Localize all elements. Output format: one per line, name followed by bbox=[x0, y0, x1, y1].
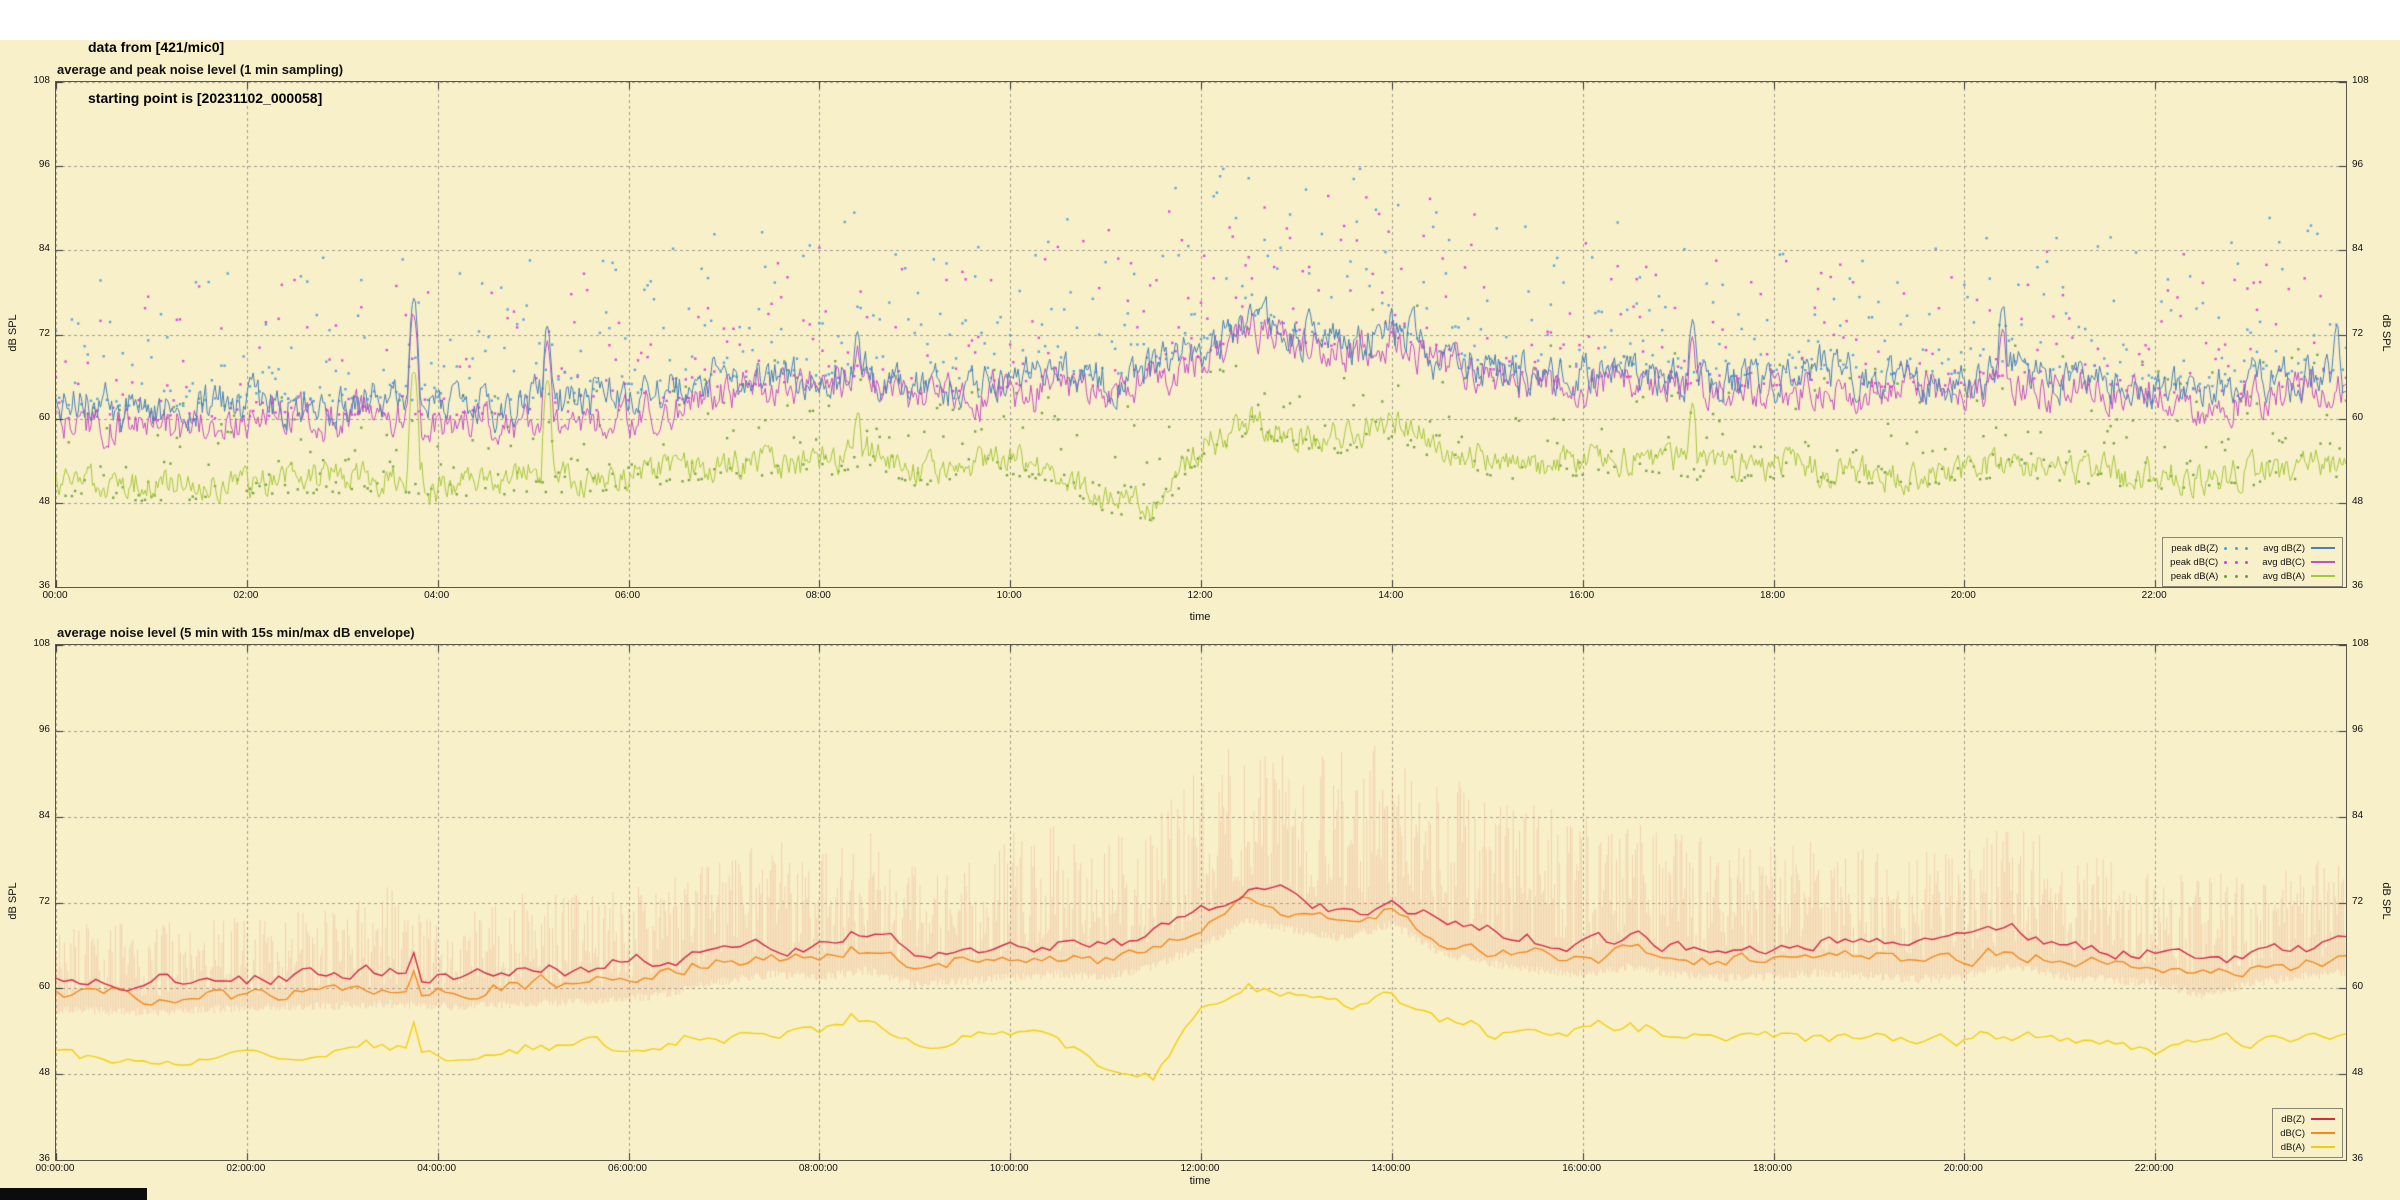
legend-entry: peak dB(C) bbox=[2170, 556, 2249, 568]
legend-line-marker bbox=[2311, 1146, 2335, 1148]
y-tick-label-right: 96 bbox=[2352, 723, 2364, 735]
x-tick-label: 06:00 bbox=[614, 590, 641, 601]
bottom-chart-canvas bbox=[56, 645, 2346, 1160]
y-tick-label-left: 108 bbox=[33, 638, 50, 649]
legend-entry: avg dB(C) bbox=[2262, 556, 2335, 568]
top-chart-canvas bbox=[56, 82, 2346, 587]
header-data-source: data from [421/mic0] bbox=[88, 39, 225, 55]
top-x-axis-label: time bbox=[1189, 611, 1211, 623]
y-tick-label-left: 72 bbox=[38, 895, 50, 907]
status-bar bbox=[0, 1188, 147, 1200]
y-tick-label-right: 60 bbox=[2352, 411, 2364, 423]
x-tick-label: 14:00 bbox=[1378, 590, 1404, 601]
y-tick-label-left: 48 bbox=[38, 495, 50, 507]
legend-label: avg dB(Z) bbox=[2263, 542, 2305, 554]
x-tick-label: 02:00:00 bbox=[226, 1163, 266, 1174]
y-tick-label-right: 72 bbox=[2352, 327, 2364, 339]
x-tick-label: 00:00:00 bbox=[35, 1163, 75, 1174]
top-chart-legend: peak dB(Z) peak dB(C) peak dB(A) avg dB(Z) a… bbox=[2162, 537, 2343, 587]
y-tick-label-left: 108 bbox=[33, 75, 50, 86]
y-tick-label-right: 48 bbox=[2352, 495, 2364, 507]
y-tick-label-right: 36 bbox=[2352, 580, 2364, 591]
y-tick-label-right: 72 bbox=[2352, 895, 2364, 907]
x-tick-label: 04:00 bbox=[424, 590, 450, 601]
legend-label: peak dB(A) bbox=[2170, 570, 2219, 582]
y-tick-label-right: 108 bbox=[2352, 75, 2369, 86]
legend-label: peak dB(C) bbox=[2170, 556, 2219, 568]
y-tick-label-right: 36 bbox=[2352, 1153, 2364, 1164]
x-tick-label: 16:00:00 bbox=[1562, 1163, 1602, 1174]
legend-column: peak dB(Z) peak dB(C) peak dB(A) bbox=[2170, 542, 2249, 582]
y-tick-label-left: 96 bbox=[38, 159, 50, 171]
x-tick-label: 12:00 bbox=[1187, 590, 1213, 601]
y-tick-label-left: 96 bbox=[38, 723, 50, 735]
legend-line-marker bbox=[2311, 1132, 2335, 1134]
x-tick-label: 14:00:00 bbox=[1371, 1163, 1411, 1174]
y-tick-label-right: 60 bbox=[2352, 981, 2364, 993]
legend-label: dB(A) bbox=[2280, 1141, 2305, 1153]
x-tick-label: 22:00:00 bbox=[2134, 1163, 2174, 1174]
y-tick-label-left: 60 bbox=[38, 411, 50, 423]
x-tick-label: 08:00:00 bbox=[798, 1163, 838, 1174]
legend-entry: dB(A) bbox=[2280, 1141, 2335, 1153]
legend-label: dB(Z) bbox=[2281, 1113, 2305, 1125]
bottom-chart-legend: dB(Z) dB(C) dB(A) bbox=[2272, 1108, 2343, 1158]
x-tick-label: 02:00 bbox=[233, 590, 259, 601]
bottom-chart-title: average noise level (5 min with 15s min/… bbox=[57, 625, 415, 640]
y-tick-label-right: 84 bbox=[2352, 243, 2364, 255]
legend-line-marker bbox=[2311, 561, 2335, 563]
x-tick-label: 12:00:00 bbox=[1180, 1163, 1220, 1174]
legend-entry: peak dB(A) bbox=[2170, 570, 2249, 582]
y-tick-label-right: 48 bbox=[2352, 1067, 2364, 1079]
bottom-y-axis-label-left: dB SPL bbox=[7, 882, 19, 920]
x-tick-label: 22:00 bbox=[2141, 590, 2167, 601]
y-tick-label-left: 60 bbox=[38, 981, 50, 993]
x-tick-label: 08:00 bbox=[805, 590, 831, 601]
y-tick-label-right: 108 bbox=[2352, 638, 2369, 649]
legend-point-marker bbox=[2224, 574, 2249, 578]
x-tick-label: 10:00 bbox=[996, 590, 1022, 601]
top-y-axis-label-left: dB SPL bbox=[7, 314, 19, 352]
y-tick-label-right: 96 bbox=[2352, 159, 2364, 171]
legend-line-marker bbox=[2311, 575, 2335, 577]
x-tick-label: 04:00:00 bbox=[417, 1163, 457, 1174]
y-tick-label-left: 36 bbox=[38, 580, 50, 591]
top-chart-title: average and peak noise level (1 min samp… bbox=[57, 62, 344, 77]
legend-column: avg dB(Z) avg dB(C) avg dB(A) bbox=[2262, 542, 2335, 582]
x-tick-label: 18:00:00 bbox=[1753, 1163, 1792, 1174]
x-tick-label: 00:00 bbox=[42, 590, 68, 601]
y-tick-label-left: 84 bbox=[38, 809, 50, 821]
legend-entry: avg dB(A) bbox=[2262, 570, 2335, 582]
top-plot-area bbox=[55, 81, 2347, 588]
x-tick-label: 16:00 bbox=[1569, 590, 1595, 601]
legend-entry: dB(Z) bbox=[2280, 1113, 2335, 1125]
legend-point-marker bbox=[2224, 560, 2249, 564]
legend-entry: dB(C) bbox=[2280, 1127, 2335, 1139]
legend-line-marker bbox=[2311, 547, 2335, 549]
y-tick-label-left: 48 bbox=[38, 1067, 50, 1079]
x-tick-label: 20:00:00 bbox=[1943, 1163, 1983, 1174]
x-tick-label: 18:00 bbox=[1759, 590, 1786, 601]
x-tick-label: 10:00:00 bbox=[989, 1163, 1029, 1174]
bottom-plot-area bbox=[55, 644, 2347, 1161]
legend-label: peak dB(Z) bbox=[2171, 542, 2219, 554]
x-tick-label: 20:00 bbox=[1950, 590, 1976, 601]
bottom-x-axis-label: time bbox=[1189, 1175, 1211, 1187]
legend-column: dB(Z) dB(C) dB(A) bbox=[2280, 1113, 2335, 1153]
legend-entry: avg dB(Z) bbox=[2262, 542, 2335, 554]
legend-label: dB(C) bbox=[2280, 1127, 2305, 1139]
y-tick-label-right: 84 bbox=[2352, 809, 2364, 821]
legend-entry: peak dB(Z) bbox=[2170, 542, 2249, 554]
y-tick-label-left: 36 bbox=[38, 1153, 50, 1164]
legend-label: avg dB(A) bbox=[2262, 570, 2305, 582]
y-tick-label-left: 84 bbox=[38, 243, 50, 255]
legend-point-marker bbox=[2224, 546, 2249, 550]
legend-label: avg dB(C) bbox=[2262, 556, 2305, 568]
y-tick-label-left: 72 bbox=[38, 327, 50, 339]
legend-line-marker bbox=[2311, 1118, 2335, 1120]
x-tick-label: 06:00:00 bbox=[608, 1163, 647, 1174]
